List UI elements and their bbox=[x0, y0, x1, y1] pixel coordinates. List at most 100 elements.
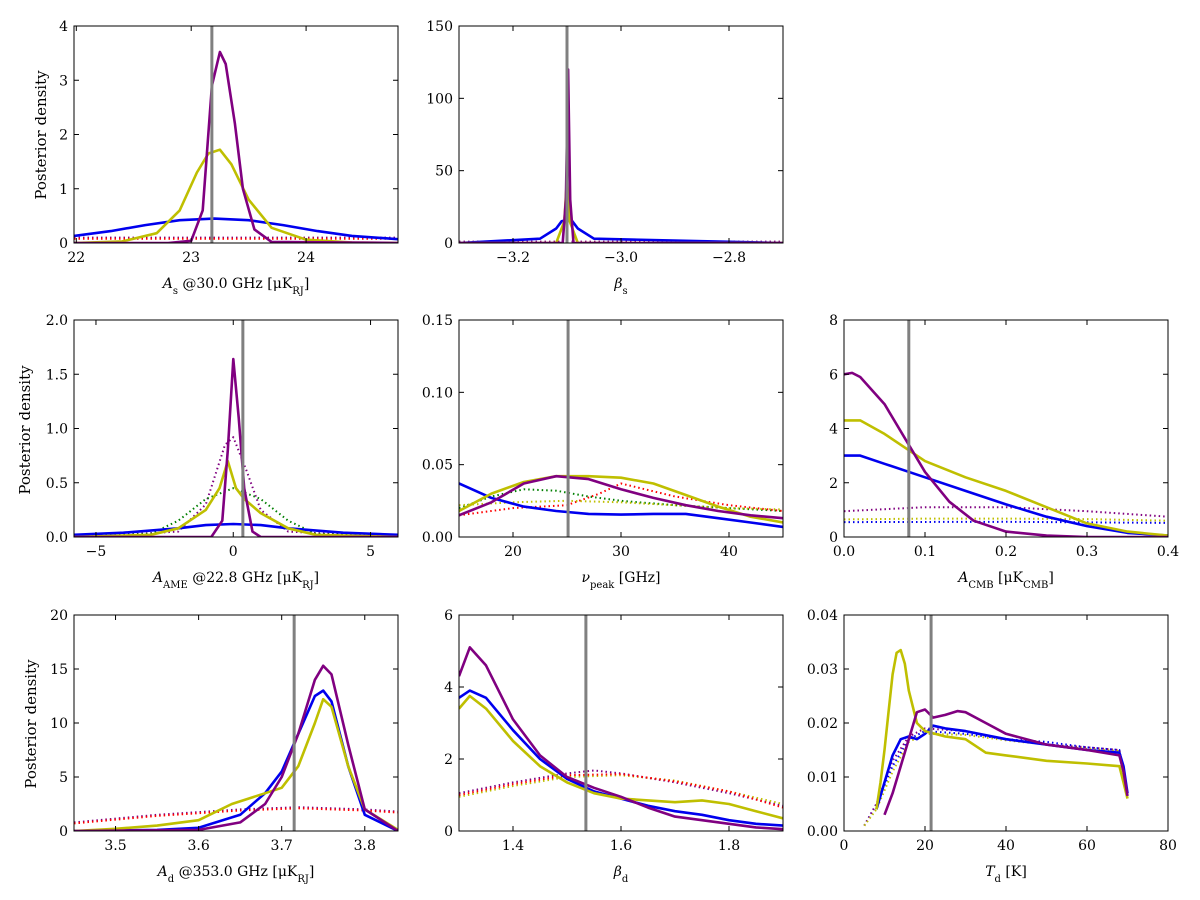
plot-area-ACMB bbox=[844, 320, 1168, 537]
series-red-dotted bbox=[459, 773, 783, 809]
series-green-dotted bbox=[74, 487, 398, 537]
xtick-label: 5 bbox=[366, 544, 375, 560]
xlabel-AAME: AAME @22.8 GHz [μKRJ] bbox=[151, 570, 319, 591]
ytick-label: 0.01 bbox=[807, 770, 838, 786]
ytick-label: 50 bbox=[435, 164, 453, 180]
xlabel-Td: Td [K] bbox=[985, 864, 1027, 885]
xtick-label: 3.6 bbox=[187, 838, 209, 854]
series-yellow-solid bbox=[844, 419, 1168, 537]
ylabel-row-2: Posterior density bbox=[16, 365, 34, 495]
xtick-label: 40 bbox=[997, 838, 1015, 854]
series-purple-dotted bbox=[844, 506, 1168, 518]
ytick-label: 0 bbox=[444, 236, 453, 252]
series-blue-solid bbox=[74, 522, 398, 537]
xtick-label: 0.4 bbox=[1157, 544, 1179, 560]
series-purple-solid bbox=[74, 50, 398, 243]
axes-frame bbox=[73, 614, 399, 832]
series-yellow-dotted bbox=[459, 499, 783, 511]
plot-area-Td bbox=[863, 615, 1129, 831]
ylabel-row-3: Posterior density bbox=[22, 659, 40, 789]
xlabel-As: As @30.0 GHz [μKRJ] bbox=[161, 276, 310, 297]
series-purple-solid bbox=[74, 357, 398, 537]
ytick-label: 0.05 bbox=[422, 458, 453, 474]
xtick-label: −3.0 bbox=[604, 250, 638, 266]
series-yellow-dotted bbox=[844, 517, 1168, 522]
xlabel-nu_peak: νpeak [GHz] bbox=[581, 570, 660, 591]
ytick-label: 20 bbox=[50, 608, 68, 624]
series-purple-solid bbox=[459, 474, 783, 520]
xtick-label: 23 bbox=[182, 250, 200, 266]
ytick-label: 0 bbox=[59, 236, 68, 252]
series-purple-solid bbox=[459, 646, 783, 831]
xlabel-beta_d: βd bbox=[613, 864, 629, 885]
plot-area-beta_s bbox=[459, 26, 783, 243]
xtick-label: 3.5 bbox=[104, 838, 126, 854]
xlabel-Ad: Ad @353.0 GHz [μKRJ] bbox=[156, 864, 315, 885]
series-yellow-solid bbox=[459, 694, 783, 820]
ytick-label: 2 bbox=[829, 476, 838, 492]
series-blue-solid bbox=[875, 724, 1129, 810]
ytick-label: 3 bbox=[59, 73, 68, 89]
series-yellow-solid bbox=[875, 648, 1129, 810]
xtick-label: 0.2 bbox=[995, 544, 1017, 560]
ytick-label: 0 bbox=[59, 824, 68, 840]
panel-AAME: −5 0 5 0.0 0.5 1.0 1.5 2.0 AAME @22.8 GHz [μKRJ] bbox=[46, 313, 399, 591]
xlabel-beta_s: βs bbox=[613, 276, 627, 297]
xtick-label: −3.2 bbox=[496, 250, 530, 266]
panel-Td: 0 20 40 60 80 0.00 0.01 0.02 0.03 0.04 Td [K] bbox=[807, 608, 1177, 885]
ytick-label: 2.0 bbox=[46, 313, 68, 329]
series-purple-dotted bbox=[863, 727, 1129, 827]
ytick-label: 0.00 bbox=[807, 824, 838, 840]
xtick-label: 0.0 bbox=[833, 544, 855, 560]
xtick-label: 3.8 bbox=[354, 838, 376, 854]
ytick-label: 100 bbox=[426, 91, 453, 107]
xtick-label: −5 bbox=[86, 544, 107, 560]
panel-beta_d: 1.4 1.6 1.8 0 2 4 6 βd bbox=[444, 608, 784, 885]
ytick-label: 6 bbox=[444, 608, 453, 624]
series-purple-dotted bbox=[459, 769, 783, 807]
series-red-dotted bbox=[459, 482, 783, 517]
plot-area-As bbox=[74, 26, 398, 243]
ytick-label: 0.03 bbox=[807, 662, 838, 678]
panel-Ad: 3.5 3.6 3.7 3.8 0 5 10 15 20 Ad @353.0 GHz [μKRJ] bbox=[50, 608, 399, 885]
ytick-label: 4 bbox=[829, 422, 838, 438]
series-green-dotted bbox=[459, 488, 783, 512]
series-purple-solid bbox=[883, 708, 1129, 816]
panel-ACMB: 0.0 0.1 0.2 0.3 0.4 0 2 4 6 8 ACMB [μKCMB] bbox=[829, 313, 1179, 591]
xtick-label: 0 bbox=[229, 544, 238, 560]
ytick-label: 2 bbox=[444, 752, 453, 768]
series-yellow-solid bbox=[459, 474, 783, 524]
series-yellow-dotted bbox=[863, 732, 1129, 827]
ytick-label: 4 bbox=[444, 680, 453, 696]
xtick-label: 20 bbox=[916, 838, 934, 854]
axes-frame bbox=[458, 25, 784, 244]
xtick-label: 22 bbox=[67, 250, 85, 266]
xtick-label: 1.4 bbox=[502, 838, 524, 854]
ytick-label: 0.10 bbox=[422, 385, 453, 401]
ytick-label: 1 bbox=[59, 182, 68, 198]
ytick-label: 0 bbox=[444, 824, 453, 840]
panel-beta_s: −3.2 −3.0 −2.8 0 50 100 150 βs bbox=[426, 19, 784, 297]
xtick-label: 0 bbox=[840, 838, 849, 854]
series-yellow-dotted bbox=[459, 774, 783, 805]
series-blue-solid bbox=[844, 454, 1168, 537]
series-blue-dotted bbox=[844, 520, 1168, 524]
series-blue-solid bbox=[74, 217, 398, 241]
ytick-label: 0.0 bbox=[46, 530, 68, 546]
ytick-label: 15 bbox=[50, 662, 68, 678]
series-purple-solid bbox=[844, 371, 1168, 537]
series-blue-dotted bbox=[863, 730, 1129, 827]
series-yellow-solid bbox=[459, 176, 783, 243]
ytick-label: 0.5 bbox=[46, 476, 68, 492]
ytick-label: 0.00 bbox=[422, 530, 453, 546]
axes-frame bbox=[843, 614, 1169, 832]
ytick-label: 5 bbox=[59, 770, 68, 786]
xtick-label: 1.6 bbox=[610, 838, 632, 854]
ytick-label: 1.5 bbox=[46, 367, 68, 383]
xtick-label: 60 bbox=[1078, 838, 1096, 854]
ytick-label: 0.02 bbox=[807, 716, 838, 732]
ytick-label: 1.0 bbox=[46, 422, 68, 438]
series-blue-solid bbox=[459, 482, 783, 529]
series-purple-solid bbox=[74, 664, 398, 831]
